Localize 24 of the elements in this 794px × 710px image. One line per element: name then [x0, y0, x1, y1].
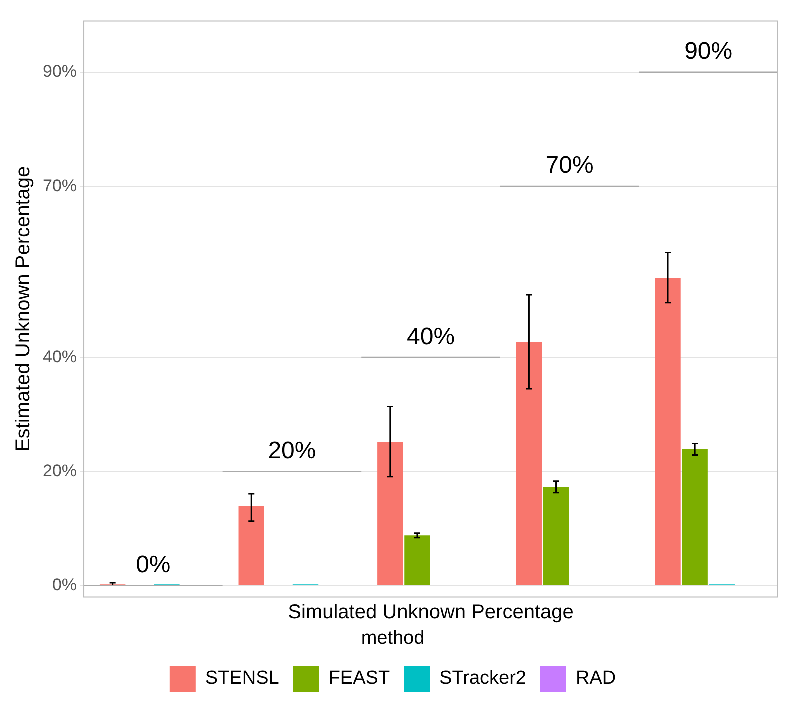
y-tick-label: 0% — [52, 575, 78, 594]
bar — [404, 536, 430, 586]
legend-title: method — [361, 628, 425, 649]
ref-line-label: 90% — [684, 38, 733, 66]
bar — [543, 487, 570, 586]
bar — [682, 449, 708, 586]
ref-line-label: 70% — [546, 152, 594, 180]
x-axis-title: Simulated Unknown Percentage — [288, 602, 574, 624]
legend-label: STracker2 — [440, 668, 526, 690]
y-axis-title: Estimated Unknown Percentage — [12, 166, 35, 452]
y-tick-label: 20% — [42, 461, 78, 480]
ref-line-label: 20% — [268, 437, 316, 464]
legend-label: FEAST — [328, 668, 390, 690]
legend-label: RAD — [576, 668, 616, 690]
ref-line-label: 40% — [406, 323, 456, 350]
bar — [238, 506, 264, 586]
ref-line-label: 0% — [136, 551, 171, 578]
legend-label: STENSL — [205, 668, 280, 690]
bar — [378, 442, 404, 586]
y-tick-label: 70% — [42, 176, 78, 196]
y-tick-label: 90% — [42, 62, 78, 82]
y-tick-label: 40% — [42, 347, 78, 366]
bar — [516, 342, 542, 586]
bar — [655, 278, 681, 586]
